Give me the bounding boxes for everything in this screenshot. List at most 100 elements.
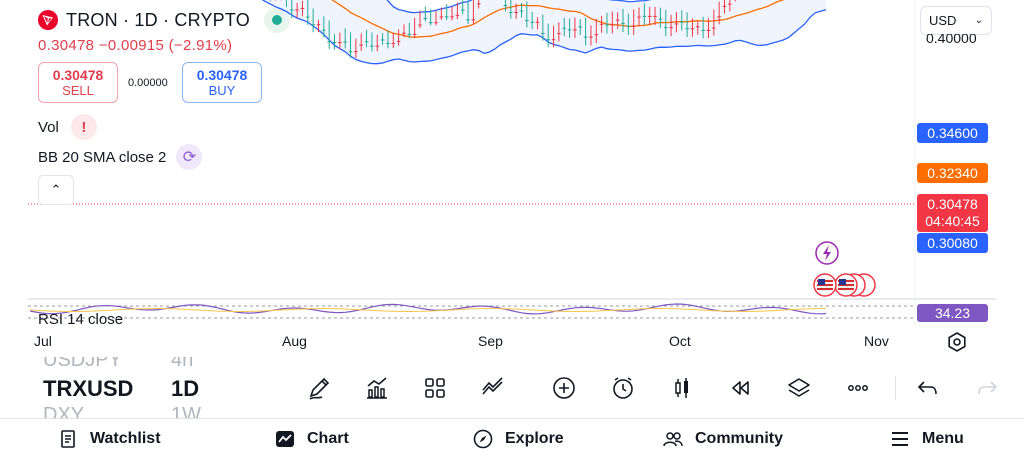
candle-body [305, 16, 310, 18]
bb-label: BB 20 SMA close 2 [38, 148, 167, 166]
nav-chart[interactable]: Chart [275, 428, 349, 450]
candle-body [289, 9, 294, 11]
candle-body [332, 42, 337, 44]
buy-button[interactable]: 0.30478 BUY [182, 62, 262, 103]
nav-menu-label: Menu [922, 430, 964, 447]
currency-value: USD [929, 13, 957, 28]
currency-select[interactable]: USD ⌄ [920, 6, 992, 35]
bar-countdown: 04:40:45 [925, 213, 980, 229]
candle-body [663, 27, 668, 29]
layout-grid-icon[interactable] [420, 373, 450, 403]
candle-body [658, 18, 663, 20]
buy-label: BUY [208, 82, 236, 98]
nav-watchlist-label: Watchlist [90, 430, 161, 447]
candle-body [642, 15, 647, 17]
chart-settings-icon[interactable] [946, 331, 968, 353]
toolbar-divider [895, 376, 896, 400]
symbol-title: TRON · 1D · CRYPTO [66, 9, 250, 30]
candle-body [674, 23, 679, 25]
candle-body [402, 32, 406, 34]
undo-icon[interactable] [913, 373, 943, 403]
economic-events-flag-icon[interactable] [813, 273, 876, 297]
candle-body [712, 27, 716, 29]
candle-body [647, 15, 652, 17]
last-price-tag: 0.30478 04:40:45 [917, 194, 988, 232]
candle-body [717, 16, 721, 18]
candle-body [621, 22, 625, 24]
collapse-indicators-button[interactable]: ⌃ [38, 175, 74, 205]
candle-body [589, 36, 593, 38]
candle-body [605, 24, 609, 26]
candle-body [434, 22, 438, 24]
candle-body [300, 7, 305, 9]
indicators-icon[interactable] [362, 373, 392, 403]
buy-price: 0.30478 [196, 66, 248, 83]
community-icon [663, 432, 683, 447]
candle-body [610, 24, 615, 26]
nav-chart-label: Chart [307, 430, 349, 447]
nav-menu[interactable]: Menu [890, 428, 964, 450]
sell-button[interactable]: 0.30478 SELL [38, 62, 118, 103]
event-lightning-icon[interactable] [815, 241, 839, 265]
symbol-prev-row[interactable]: USDJPY 4h [43, 357, 243, 369]
candles [253, 0, 806, 58]
compare-icon[interactable] [478, 373, 508, 403]
symbol-current-row[interactable]: TRXUSD 1D [43, 376, 199, 402]
refresh-icon[interactable]: ⟳ [176, 144, 203, 170]
bb-indicator-label[interactable]: BB 20 SMA close 2 ⟳ [38, 144, 203, 170]
rsi-label: RSI 14 close [38, 311, 124, 327]
candle-body [525, 20, 529, 22]
nav-explore[interactable]: Explore [473, 428, 564, 450]
more-icon[interactable] [843, 373, 873, 403]
candle-body [322, 29, 326, 31]
candle-body [685, 28, 689, 30]
bb-lower-tag: 0.30080 [917, 233, 988, 253]
chart-icon [276, 431, 294, 447]
candle-body [503, 4, 508, 6]
add-icon[interactable] [549, 373, 579, 403]
candle-body [578, 26, 583, 28]
price-chart[interactable] [0, 0, 1024, 330]
sell-label: SELL [62, 82, 94, 98]
x-tick-sep: Sep [478, 333, 503, 349]
vol-label: Vol [38, 118, 59, 136]
volume-indicator-label[interactable]: Vol ! [38, 114, 97, 140]
layers-icon[interactable] [784, 373, 814, 403]
candle-body [626, 25, 631, 27]
x-tick-oct: Oct [669, 333, 691, 349]
x-tick-aug: Aug [282, 333, 307, 349]
candle-body [380, 39, 385, 41]
candle-body [359, 44, 364, 46]
symbol-current: TRXUSD [43, 376, 134, 401]
candle-body [562, 27, 567, 29]
candle-body [364, 41, 369, 43]
candle-body [573, 29, 577, 31]
draw-tool-icon[interactable] [304, 373, 334, 403]
candle-body [370, 45, 374, 47]
watchlist-icon [61, 430, 75, 448]
nav-community-label: Community [695, 430, 783, 447]
candle-body [471, 19, 476, 21]
candle-body [557, 33, 561, 35]
symbol-next-row[interactable]: DXY 1W [43, 404, 243, 418]
candle-body [599, 23, 604, 25]
warning-icon[interactable]: ! [70, 114, 97, 140]
candle-body [631, 25, 636, 27]
bb-basis-line [331, 0, 785, 38]
candle-type-icon[interactable] [667, 373, 697, 403]
candle-body [701, 29, 705, 31]
candle-body [476, 3, 481, 5]
nav-watchlist[interactable]: Watchlist [58, 428, 161, 450]
alert-clock-icon[interactable] [608, 373, 638, 403]
replay-icon[interactable] [725, 373, 755, 403]
nav-community[interactable]: Community [663, 428, 783, 450]
rsi-ma-line [29, 308, 826, 312]
spread-value: 0.00000 [128, 77, 168, 89]
candle-body [460, 9, 465, 11]
candle-body [444, 16, 449, 18]
candle-body [637, 16, 641, 18]
x-tick-nov: Nov [864, 333, 889, 349]
rsi-indicator-label[interactable]: RSI 14 close [38, 311, 123, 327]
symbol-next: DXY [43, 404, 85, 418]
chevron-up-icon: ⌃ [50, 182, 62, 197]
